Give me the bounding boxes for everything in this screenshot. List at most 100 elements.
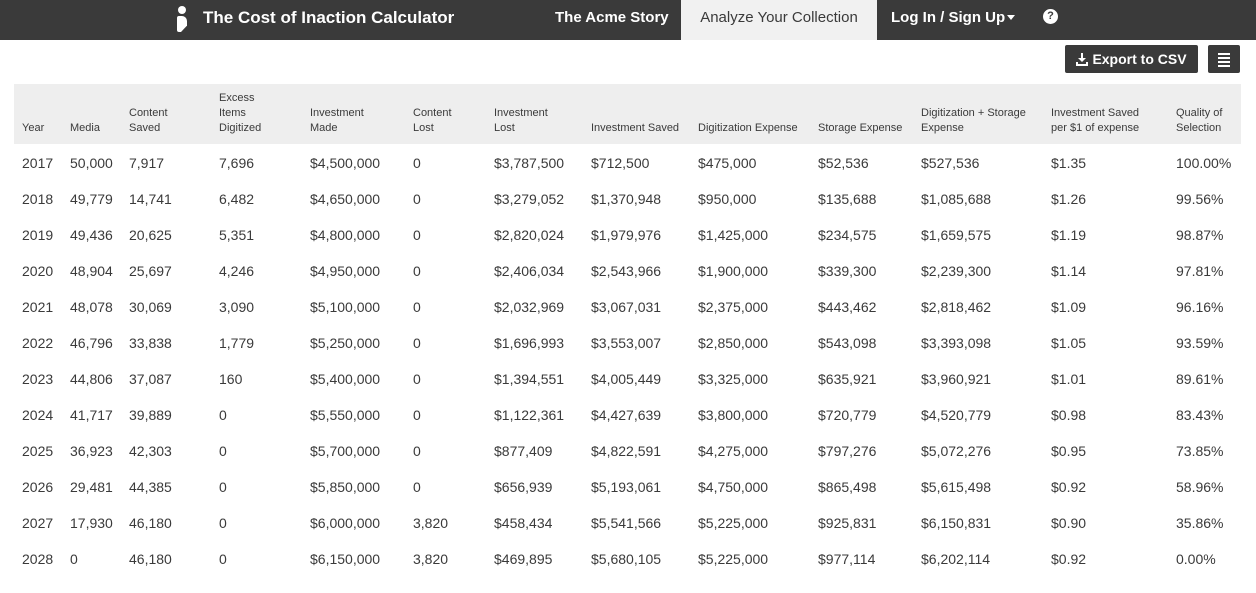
table-cell: 0	[413, 443, 421, 459]
column-header[interactable]: Excess Items Digitized	[219, 91, 261, 136]
column-header[interactable]: Investment Made	[310, 106, 364, 136]
table-cell: 0	[413, 191, 421, 207]
column-header-line: Selection	[1176, 122, 1222, 134]
table-row: 2027 17,930 46,180 0 $6,000,000 3,820 $458,434…	[14, 505, 1241, 541]
table-cell: $4,427,639	[591, 407, 662, 423]
table-cell: 49,779	[70, 191, 113, 207]
table-cell: 3,090	[219, 299, 255, 315]
table-cell: $0.92	[1051, 479, 1087, 495]
table-cell: $2,818,462	[921, 299, 992, 315]
column-header-line: Lost	[413, 122, 434, 134]
column-header[interactable]: Digitization Expense	[698, 121, 798, 136]
table-cell: $1,979,976	[591, 227, 662, 243]
column-header[interactable]: Quality of Selection	[1176, 106, 1222, 136]
table-cell: $2,850,000	[698, 335, 769, 351]
table-cell: $1,425,000	[698, 227, 769, 243]
table-cell: $877,409	[494, 443, 553, 459]
table-row: 2022 46,796 33,838 1,779 $5,250,000 0 $1,696,9…	[14, 325, 1241, 361]
column-header-line: Quality of	[1176, 107, 1223, 119]
table-row: 2019 49,436 20,625 5,351 $4,800,000 0 $2,820,0…	[14, 217, 1241, 253]
table-cell: 98.87%	[1176, 227, 1224, 243]
column-header[interactable]: Investment Saved	[591, 121, 679, 136]
table-cell: 0	[413, 155, 421, 171]
column-header-line: Saved	[129, 122, 161, 134]
column-header[interactable]: Content Lost	[413, 106, 452, 136]
table-header-row: Year Media Content Saved Excess Items Digitize…	[14, 84, 1241, 144]
logo-stem	[177, 16, 187, 32]
table-cell: 3,820	[413, 551, 449, 567]
table-cell: 2024	[22, 407, 54, 423]
column-header[interactable]: Storage Expense	[818, 121, 902, 136]
column-header-line: Digitization + Storage	[921, 107, 1026, 119]
table-cell: 46,180	[129, 515, 172, 531]
table-cell: $5,850,000	[310, 479, 381, 495]
table-cell: $339,300	[818, 263, 877, 279]
column-header-line: Lost	[494, 122, 515, 134]
table-cell: $135,688	[818, 191, 877, 207]
table-cell: 2017	[22, 155, 54, 171]
column-header[interactable]: Year	[22, 121, 44, 136]
table-cell: $2,543,966	[591, 263, 662, 279]
table-cell: $4,800,000	[310, 227, 381, 243]
table-cell: $5,700,000	[310, 443, 381, 459]
table-cell: 0	[219, 515, 227, 531]
nav-acme-story[interactable]: The Acme Story	[555, 9, 669, 26]
table-cell: $1.01	[1051, 371, 1087, 387]
table-cell: $5,615,498	[921, 479, 992, 495]
table-cell: $656,939	[494, 479, 553, 495]
column-header-line: Investment	[494, 107, 548, 119]
column-header[interactable]: Digitization + Storage Expense	[921, 106, 1026, 136]
table-row: 2028 0 46,180 0 $6,150,000 3,820 $469,895 $5,68…	[14, 541, 1241, 577]
table-cell: $1,696,993	[494, 335, 565, 351]
nav-analyze-collection[interactable]: Analyze Your Collection	[681, 0, 877, 40]
table-cell: 0	[219, 407, 227, 423]
table-cell: $5,250,000	[310, 335, 381, 351]
table-cell: $1,900,000	[698, 263, 769, 279]
table-cell: 42,303	[129, 443, 172, 459]
table-cell: $52,536	[818, 155, 869, 171]
table-cell: 46,180	[129, 551, 172, 567]
column-header-line: Content	[413, 107, 452, 119]
table-cell: $1.05	[1051, 335, 1087, 351]
table-cell: $5,400,000	[310, 371, 381, 387]
table-cell: $3,067,031	[591, 299, 662, 315]
table-cell: $3,553,007	[591, 335, 662, 351]
table-cell: $1.14	[1051, 263, 1087, 279]
table-cell: 96.16%	[1176, 299, 1224, 315]
table-cell: 0	[219, 551, 227, 567]
logo-icon[interactable]	[176, 6, 188, 32]
table-cell: 29,481	[70, 479, 113, 495]
table-cell: $443,462	[818, 299, 877, 315]
table-cell: 0	[413, 407, 421, 423]
column-menu-icon[interactable]	[1208, 45, 1240, 73]
column-header-line: Investment	[310, 107, 364, 119]
column-header[interactable]: Investment Saved per $1 of expense	[1051, 106, 1139, 136]
table-cell: $527,536	[921, 155, 980, 171]
column-header-line: Media	[70, 122, 100, 134]
column-header[interactable]: Content Saved	[129, 106, 168, 136]
table-cell: $543,098	[818, 335, 877, 351]
app-title[interactable]: The Cost of Inaction Calculator	[203, 8, 455, 27]
help-icon[interactable]: ?	[1043, 9, 1058, 24]
table-cell: 6,482	[219, 191, 255, 207]
nav-login-signup[interactable]: Log In / Sign Up	[891, 0, 1016, 40]
menu-line	[1218, 57, 1230, 59]
table-cell: $0.92	[1051, 551, 1087, 567]
table-row: 2017 50,000 7,917 7,696 $4,500,000 0 $3,787,50…	[14, 145, 1241, 181]
table-cell: 73.85%	[1176, 443, 1224, 459]
export-csv-button[interactable]: Export to CSV	[1065, 45, 1198, 73]
column-header[interactable]: Media	[70, 121, 100, 136]
table-cell: $712,500	[591, 155, 650, 171]
table-row: 2020 48,904 25,697 4,246 $4,950,000 0 $2,406,0…	[14, 253, 1241, 289]
table-cell: 17,930	[70, 515, 113, 531]
table-cell: $5,193,061	[591, 479, 662, 495]
table-cell: $2,375,000	[698, 299, 769, 315]
table-cell: 39,889	[129, 407, 172, 423]
table-cell: $1,370,948	[591, 191, 662, 207]
column-header[interactable]: Investment Lost	[494, 106, 548, 136]
table-row: 2026 29,481 44,385 0 $5,850,000 0 $656,939 $5,1…	[14, 469, 1241, 505]
table-cell: $1,085,688	[921, 191, 992, 207]
top-navbar: The Cost of Inaction Calculator The Acme…	[0, 0, 1256, 40]
table-cell: 20,625	[129, 227, 172, 243]
table-cell: 48,904	[70, 263, 113, 279]
